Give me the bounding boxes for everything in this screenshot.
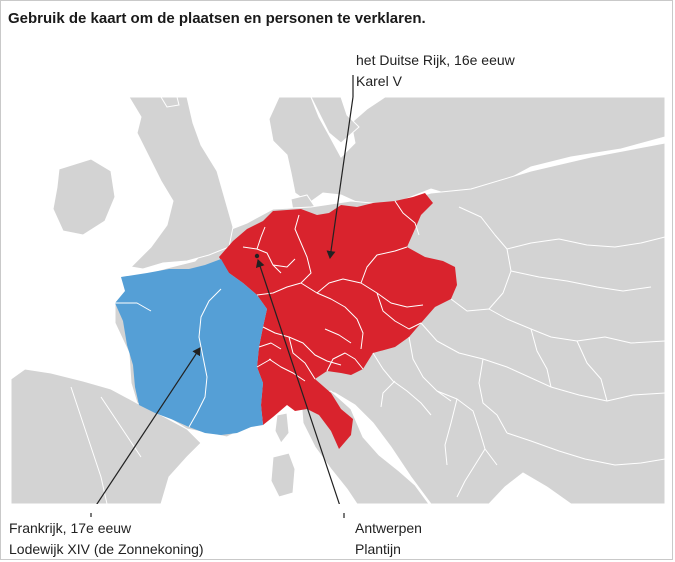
antwerp-marker <box>254 253 260 259</box>
france-label: Frankrijk, 17e eeuw Lodewijk XIV (de Zon… <box>9 518 204 560</box>
france-arrow <box>96 347 201 504</box>
reich-label-line1: het Duitse Rijk, 16e eeuw <box>356 52 515 68</box>
antwerp-label: Antwerpen Plantijn <box>355 518 422 560</box>
reich-arrow <box>326 97 354 259</box>
france-label-line2: Lodewijk XIV (de Zonnekoning) <box>9 541 204 557</box>
corsica <box>274 412 290 444</box>
france-region <box>115 259 267 435</box>
scandinavia-south <box>310 97 360 144</box>
antwerp-label-line2: Plantijn <box>355 541 401 557</box>
iberia <box>11 368 202 504</box>
reich-label: het Duitse Rijk, 16e eeuw Karel V <box>356 50 515 92</box>
annotation-arrows <box>96 97 354 504</box>
reich-label-line2: Karel V <box>356 73 402 89</box>
antwerp-label-line1: Antwerpen <box>355 520 422 536</box>
antwerp-arrow <box>255 259 340 504</box>
ireland <box>52 158 116 236</box>
sardinia <box>270 452 296 498</box>
europe-map <box>11 97 665 504</box>
holy-roman-empire-region <box>219 193 457 449</box>
page-title: Gebruik de kaart om de plaatsen en perso… <box>8 10 426 27</box>
iceland-north-islands <box>160 97 180 108</box>
great-britain <box>128 97 234 270</box>
country-borders <box>70 200 665 504</box>
france-label-line1: Frankrijk, 17e eeuw <box>9 520 132 536</box>
